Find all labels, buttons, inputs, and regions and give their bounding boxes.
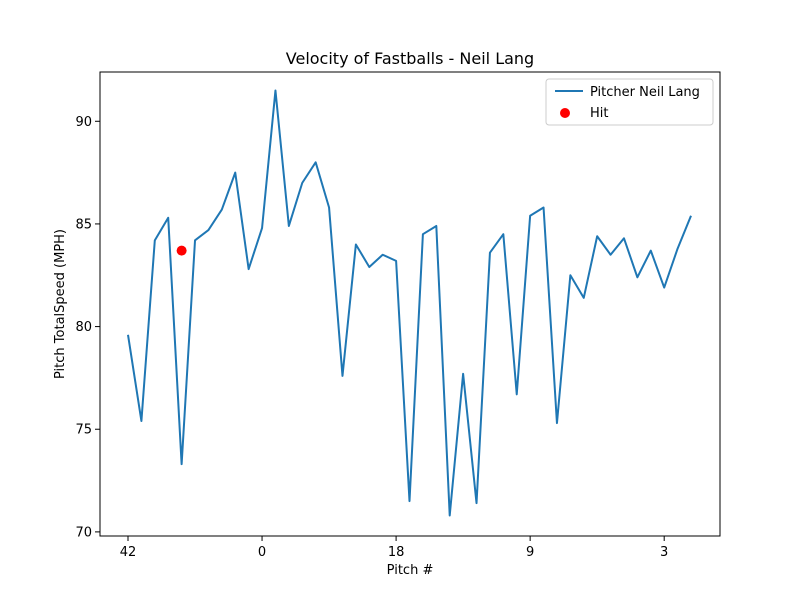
x-axis-label: Pitch #: [387, 563, 434, 578]
y-tick-label: 90: [75, 115, 92, 130]
y-tick-label: 75: [75, 423, 92, 438]
y-tick-label: 85: [75, 217, 92, 232]
y-axis: 70 75 80 85 90: [75, 115, 100, 540]
legend-series-label: Pitcher Neil Lang: [590, 85, 700, 100]
x-axis: 42 0 18 9 3: [120, 536, 668, 560]
legend: Pitcher Neil Lang Hit: [545, 78, 714, 126]
hit-marker: [176, 245, 187, 256]
series-line-pitcher-neil-lang: [127, 89, 692, 517]
plot-frame: [99, 71, 721, 537]
x-tick-label: 42: [120, 545, 137, 560]
legend-hit-swatch: [560, 108, 570, 118]
x-tick-label: 3: [660, 545, 668, 560]
chart-title: Velocity of Fastballs - Neil Lang: [286, 49, 534, 68]
y-tick-label: 70: [75, 525, 92, 540]
legend-hit-label: Hit: [590, 106, 608, 121]
x-tick-label: 9: [526, 545, 534, 560]
x-tick-label: 18: [388, 545, 405, 560]
x-tick-label: 0: [258, 545, 266, 560]
legend-frame: [545, 78, 714, 126]
plot-area: [127, 89, 692, 517]
y-axis-label: Pitch TotalSpeed (MPH): [53, 229, 68, 379]
y-tick-label: 80: [75, 320, 92, 335]
